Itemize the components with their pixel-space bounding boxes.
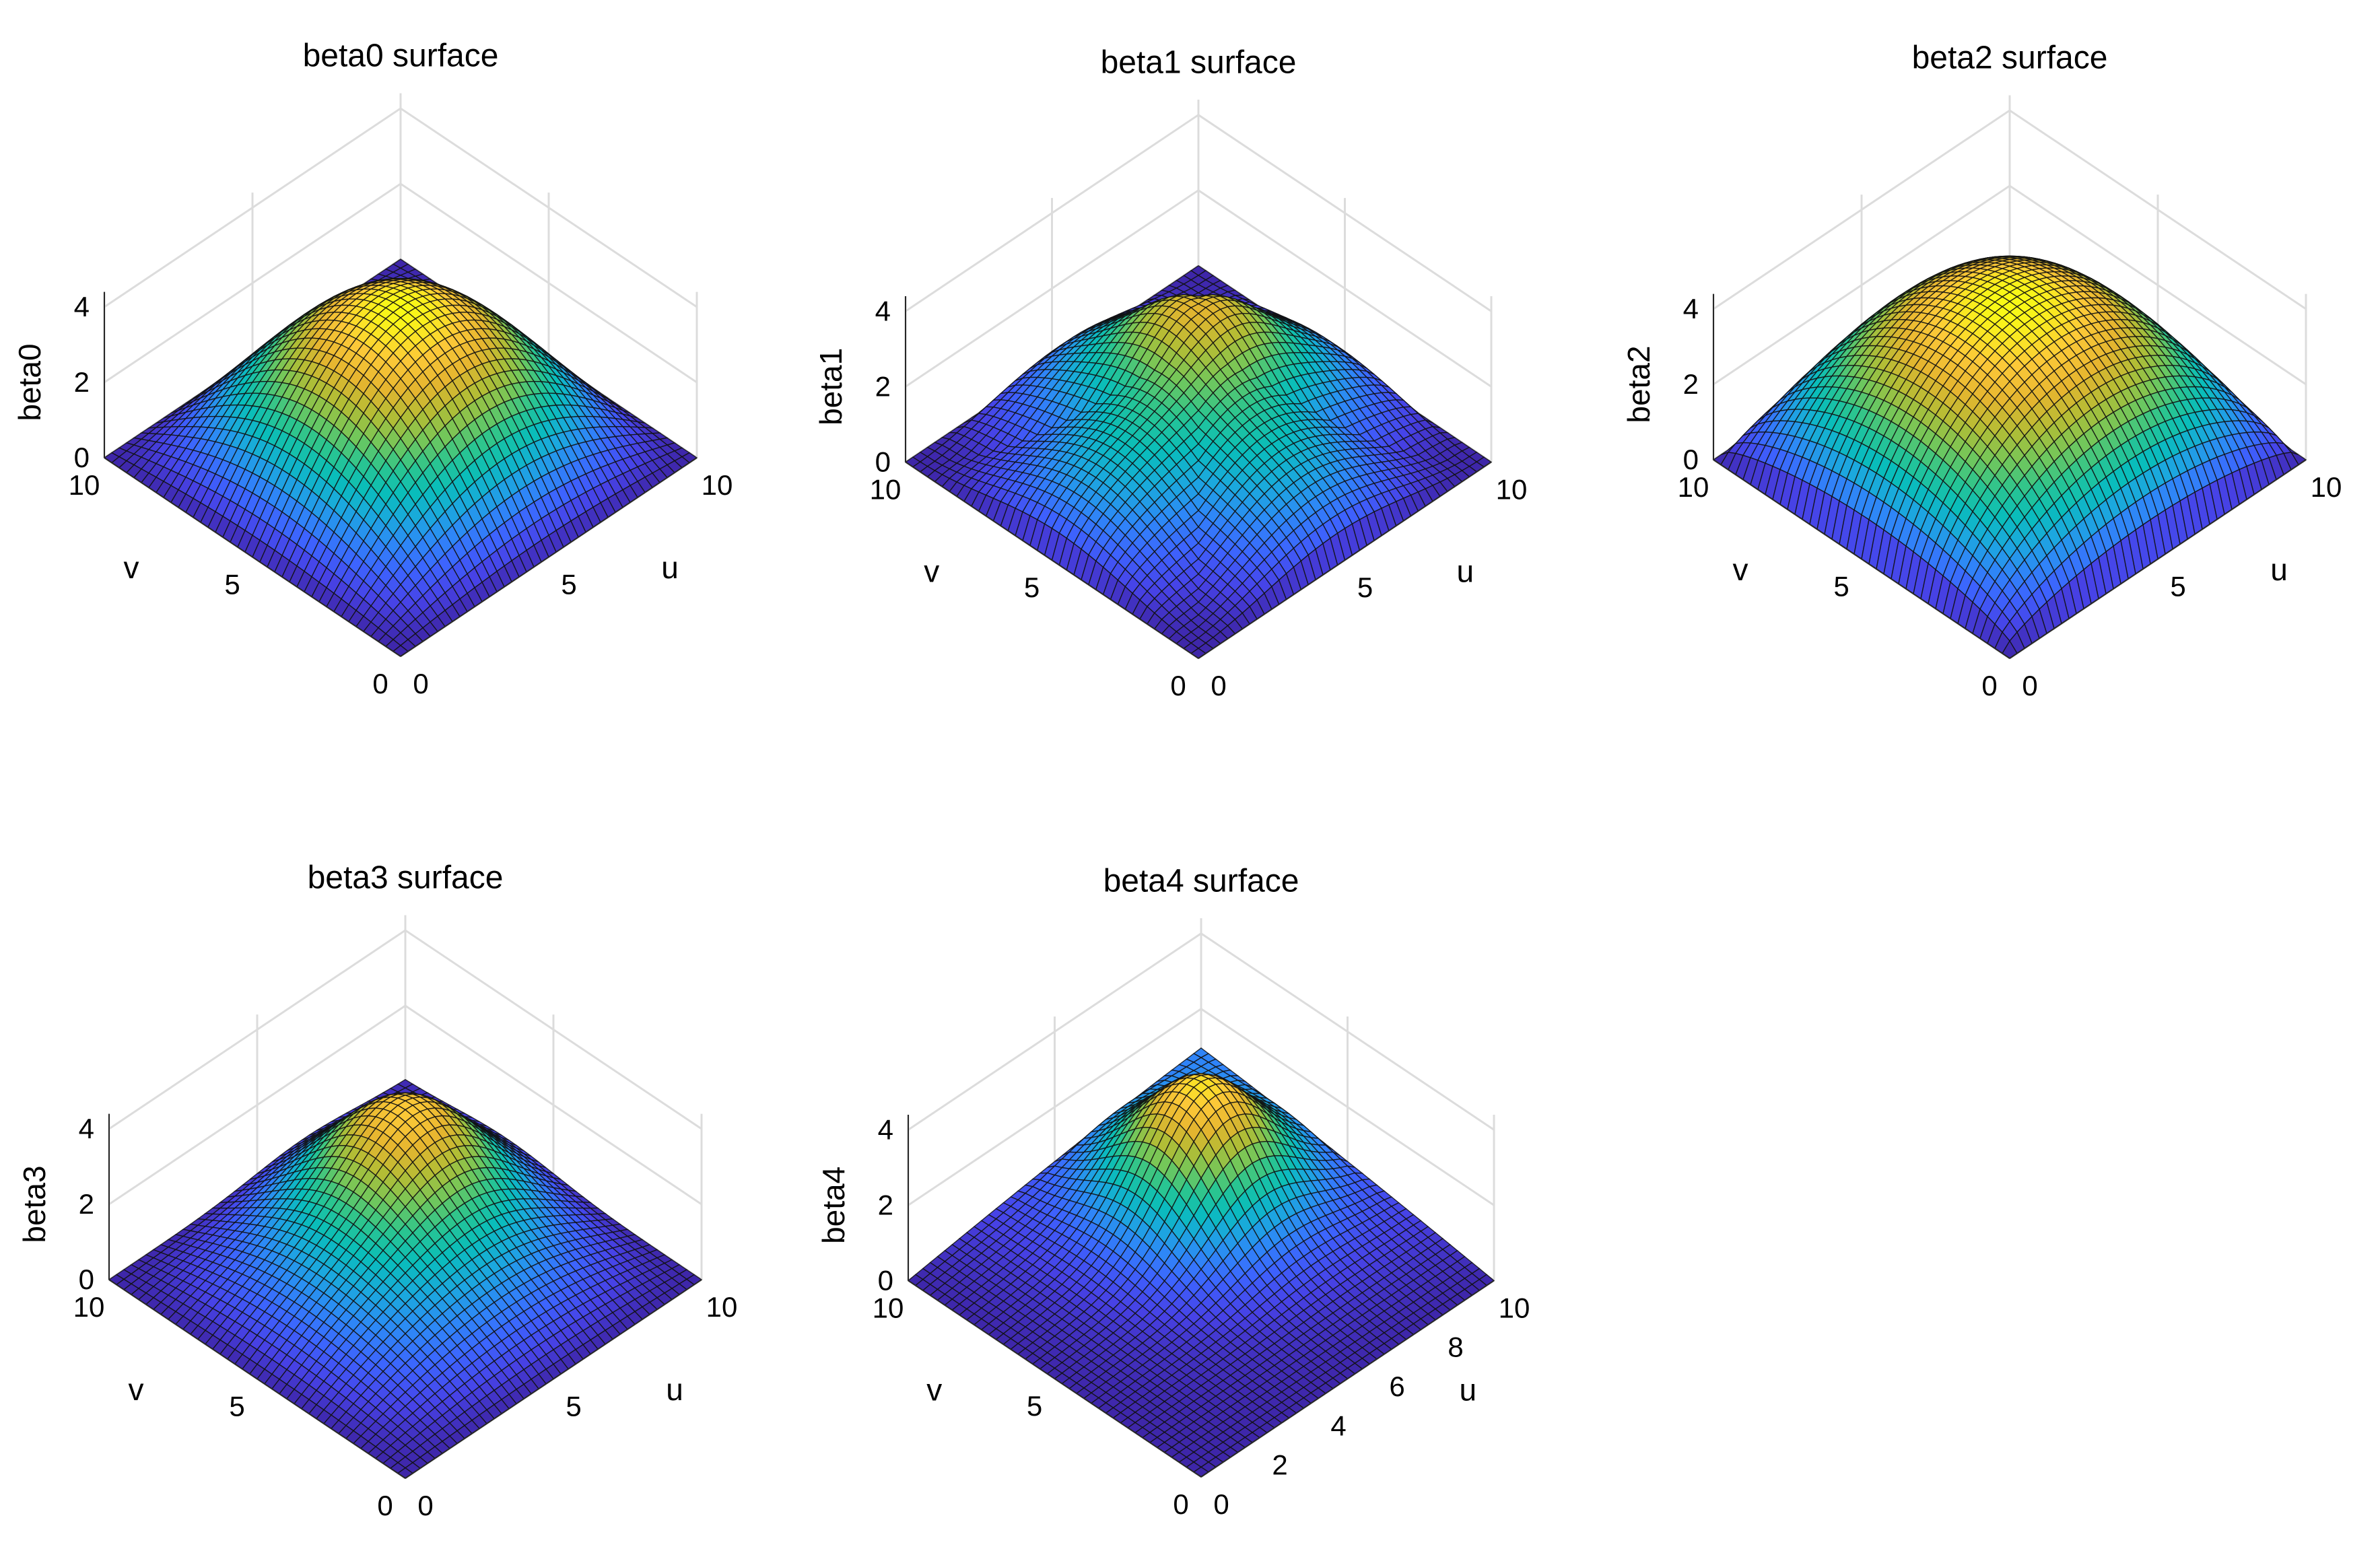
u-tick-label: 10: [702, 469, 733, 501]
z-axis-label: beta0: [12, 343, 47, 421]
z-tick-label: 2: [74, 366, 90, 398]
z-axis-label: beta2: [1621, 345, 1656, 423]
z-tick-label: 0: [1683, 444, 1699, 475]
u-tick-label: 5: [1357, 572, 1373, 603]
v-axis-label: v: [124, 550, 139, 585]
u-tick-label: 10: [2311, 471, 2342, 503]
u-tick-label: 5: [2170, 571, 2185, 602]
u-tick-label: 0: [1211, 670, 1226, 701]
grid-line: [905, 113, 1492, 312]
v-axis-line: [104, 457, 401, 657]
v-tick-label: 0: [1170, 670, 1186, 701]
v-tick-label: 0: [372, 668, 388, 699]
v-tick-label: 10: [69, 469, 100, 501]
z-tick-label: 0: [74, 442, 90, 473]
chart-title: beta0 surface: [303, 38, 499, 74]
grid-line: [905, 188, 1492, 388]
v-tick-label: 0: [1981, 670, 1997, 701]
v-tick-label: 5: [224, 569, 240, 600]
u-tick-label: 0: [413, 668, 428, 699]
surface-mesh-3: [108, 1078, 703, 1479]
v-tick-label: 10: [870, 473, 902, 505]
z-tick-label: 4: [875, 295, 891, 326]
u-tick-label: 5: [561, 569, 576, 600]
u-axis-label: u: [2270, 552, 2288, 587]
u-tick-label: 10: [1496, 473, 1528, 505]
grid-line: [104, 107, 698, 308]
z-tick-label: 2: [1683, 368, 1699, 400]
z-axis-label: beta1: [813, 348, 848, 425]
chart-title: beta2 surface: [1912, 40, 2108, 76]
v-tick-label: 10: [1678, 471, 1709, 503]
z-tick-label: 2: [875, 370, 891, 402]
u-axis-label: u: [661, 550, 679, 585]
chart-title: beta1 surface: [1101, 44, 1297, 80]
axes-lines-0: [104, 291, 698, 657]
v-tick-label: 5: [1024, 572, 1040, 603]
surface-mesh-0: [103, 258, 698, 657]
v-tick-label: 5: [1833, 571, 1849, 602]
v-axis-label: v: [924, 553, 939, 588]
grid-line: [104, 182, 698, 384]
u-axis-line: [400, 457, 698, 657]
z-tick-label: 4: [1683, 293, 1699, 324]
u-tick-label: 0: [2022, 670, 2037, 701]
u-axis-label: u: [1456, 553, 1474, 588]
surface-mesh-2: [1712, 255, 2307, 659]
surface-mesh-1: [904, 265, 1493, 659]
v-axis-label: v: [1733, 552, 1748, 587]
z-tick-label: 0: [875, 446, 891, 477]
z-tick-label: 4: [74, 291, 90, 322]
